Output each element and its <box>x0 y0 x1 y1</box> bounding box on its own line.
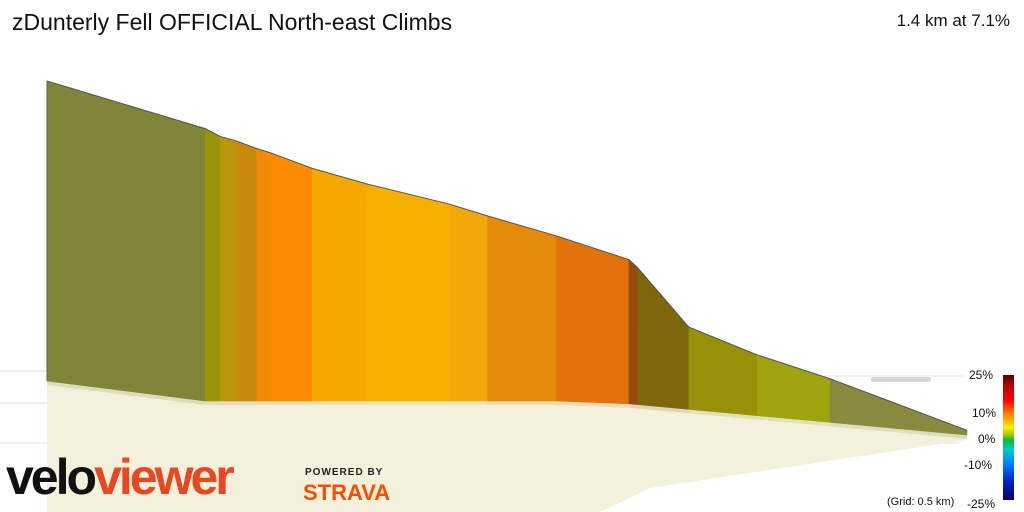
gradient-segment <box>688 326 758 416</box>
gradient-segment <box>628 258 638 405</box>
segment-shadow <box>235 401 257 405</box>
segment-shadow <box>688 409 758 420</box>
gradient-segment <box>220 136 236 402</box>
grade-label-minus25: -25% <box>967 497 996 511</box>
segment-shadow <box>757 415 831 427</box>
gradient-segment <box>269 152 313 402</box>
distance-marker <box>871 377 931 382</box>
segment-shadow <box>256 401 270 405</box>
segment-shadow <box>205 401 221 405</box>
profile-top-edge <box>46 80 968 431</box>
gradient-colorbar <box>1003 375 1014 500</box>
climb-summary: 1.4 km at 7.1% <box>896 11 1010 30</box>
grade-label-0: 0% <box>978 432 996 446</box>
gradient-segment <box>312 167 369 402</box>
strava-logo[interactable]: STRAVA <box>303 480 391 505</box>
segment-shadow <box>449 401 488 405</box>
grid-note: (Grid: 0.5 km) <box>887 496 955 508</box>
segment-shadow <box>556 401 629 408</box>
gradient-segment <box>757 354 831 423</box>
gradient-segment <box>487 215 557 402</box>
gradient-segment <box>205 128 221 402</box>
gradient-segment <box>234 140 257 402</box>
logo-part-viewer: viewer <box>94 449 235 505</box>
gradient-segment <box>448 203 489 402</box>
segment-shadow <box>628 403 638 409</box>
gradient-segment <box>256 148 270 402</box>
grade-label-10: 10% <box>972 406 997 420</box>
segment-shadow <box>637 404 689 414</box>
gradient-segment <box>367 183 450 402</box>
powered-by-label: POWERED BY <box>305 467 384 478</box>
segment-shadow <box>312 401 368 405</box>
segment-shadow <box>47 381 206 405</box>
segment-shadow <box>487 401 557 405</box>
profile-outline <box>46 80 968 431</box>
gradient-segments <box>46 80 968 439</box>
segment-shadow <box>367 401 450 405</box>
segment-shadow <box>220 401 236 405</box>
segment-shadow <box>269 401 313 405</box>
veloviewer-logo[interactable]: veloviewer <box>6 449 235 505</box>
logo-part-velo: velo <box>6 449 97 505</box>
gradient-segment <box>46 80 206 402</box>
grade-label-minus10: -10% <box>964 458 993 472</box>
segment-shadow <box>830 422 967 439</box>
grade-label-25: 25% <box>969 368 994 382</box>
gradient-segment <box>555 235 630 405</box>
chart-title: zDunterly Fell OFFICIAL North-east Climb… <box>12 9 453 35</box>
gradient-segment <box>637 266 690 410</box>
